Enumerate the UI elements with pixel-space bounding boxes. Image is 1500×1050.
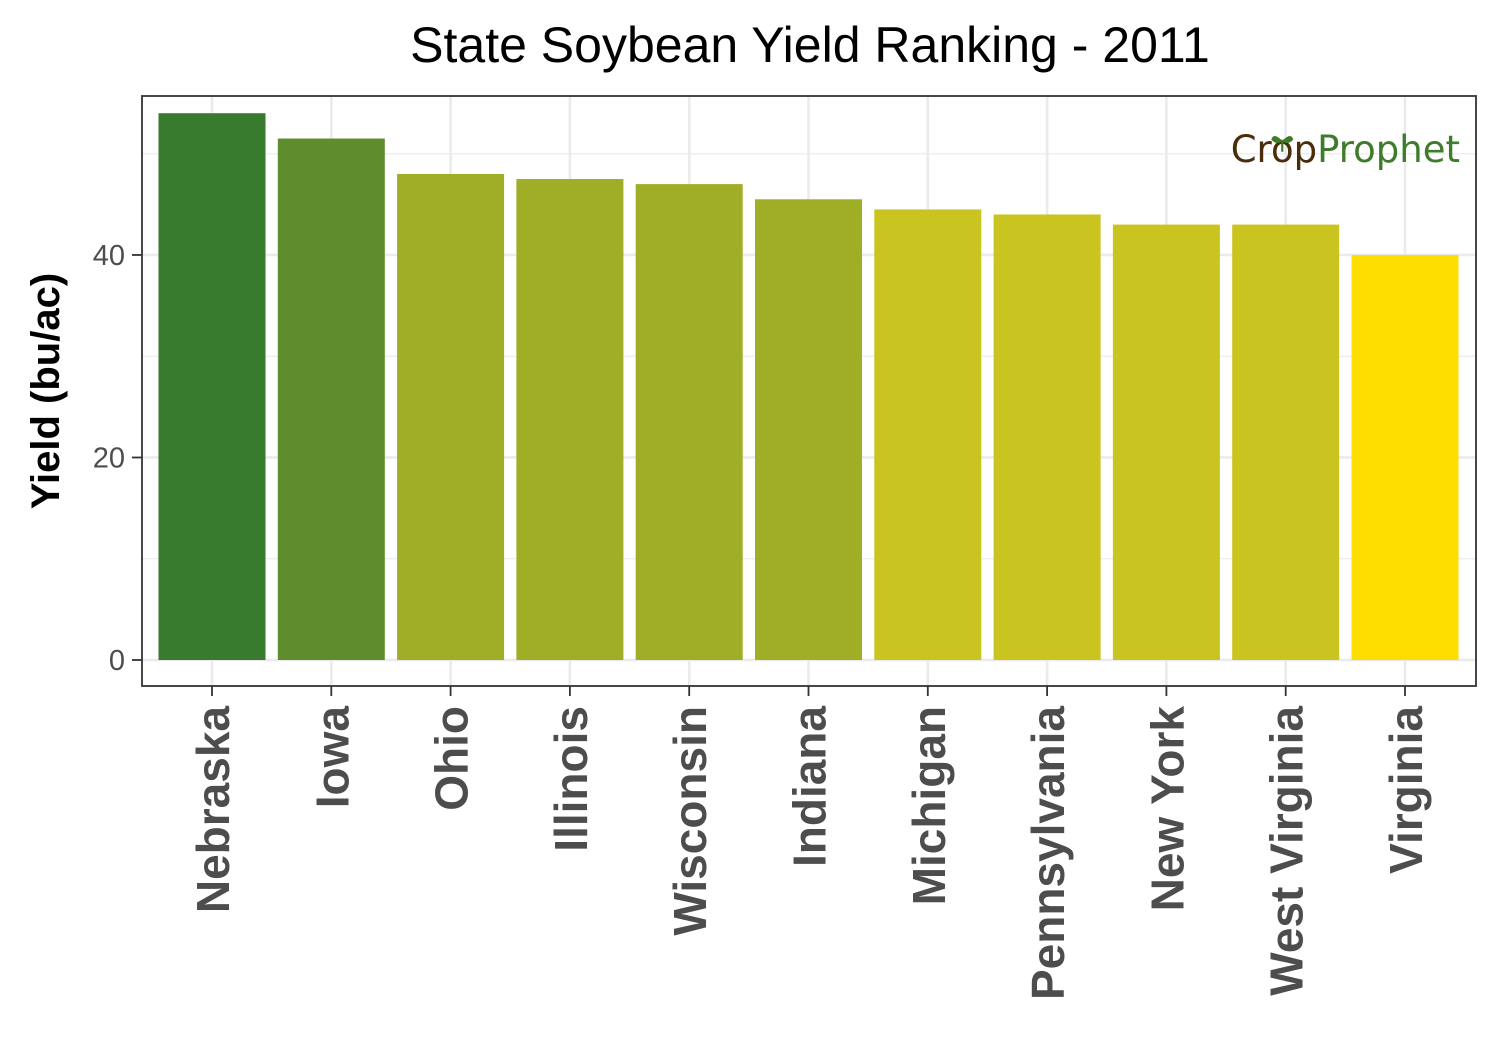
x-axis: Nebraska Iowa Ohio Illinois Wisconsin Indiana… <box>187 686 1432 1000</box>
bar-pennsylvania <box>993 214 1101 660</box>
bar-virginia <box>1351 254 1459 660</box>
bars <box>158 113 1459 661</box>
bar-iowa <box>277 138 385 660</box>
sprout-leaf-right <box>1282 135 1294 144</box>
y-axis-label: Yield (bu/ac) <box>24 273 68 509</box>
x-tick-label: Iowa <box>306 706 358 809</box>
sprout-leaf-left <box>1271 135 1283 144</box>
x-tick-label: Nebraska <box>187 706 239 914</box>
x-tick-label: Ohio <box>426 706 478 811</box>
x-tick-label: New York <box>1141 706 1193 912</box>
bar-indiana <box>755 199 862 660</box>
x-tick-label: Michigan <box>903 706 955 905</box>
bar-wisconsin <box>635 184 743 660</box>
plot-panel: CropProphet <box>141 95 1477 687</box>
bar-illinois <box>516 179 624 660</box>
brand-part-p: p <box>1294 128 1318 171</box>
y-tick-label: 20 <box>93 442 125 474</box>
bar-nebraska <box>158 113 266 661</box>
chart-title: State Soybean Yield Ranking - 2011 <box>410 17 1210 73</box>
y-axis: 0 20 40 <box>93 240 142 677</box>
x-tick-label: Pennsylvania <box>1022 706 1074 1000</box>
bar-ohio <box>397 173 505 660</box>
x-tick-label: Indiana <box>784 706 836 867</box>
bar-michigan <box>874 209 982 661</box>
y-tick-label: 0 <box>109 645 125 677</box>
brand-wordmark: CropProphet <box>1231 128 1460 171</box>
x-tick-label: Illinois <box>545 706 597 852</box>
sprout-icon <box>1271 135 1294 152</box>
x-tick-label: Virginia <box>1380 706 1432 874</box>
bar-west-virginia <box>1232 224 1340 660</box>
x-tick-label: West Virginia <box>1261 706 1313 996</box>
brand-part-cr: Cr <box>1231 128 1273 171</box>
brand-logo: CropProphet <box>1231 128 1460 171</box>
y-tick-label: 40 <box>93 240 125 272</box>
brand-part-prophet: Prophet <box>1317 128 1460 171</box>
bar-new-york <box>1112 224 1220 660</box>
x-tick-label: Wisconsin <box>664 706 716 936</box>
